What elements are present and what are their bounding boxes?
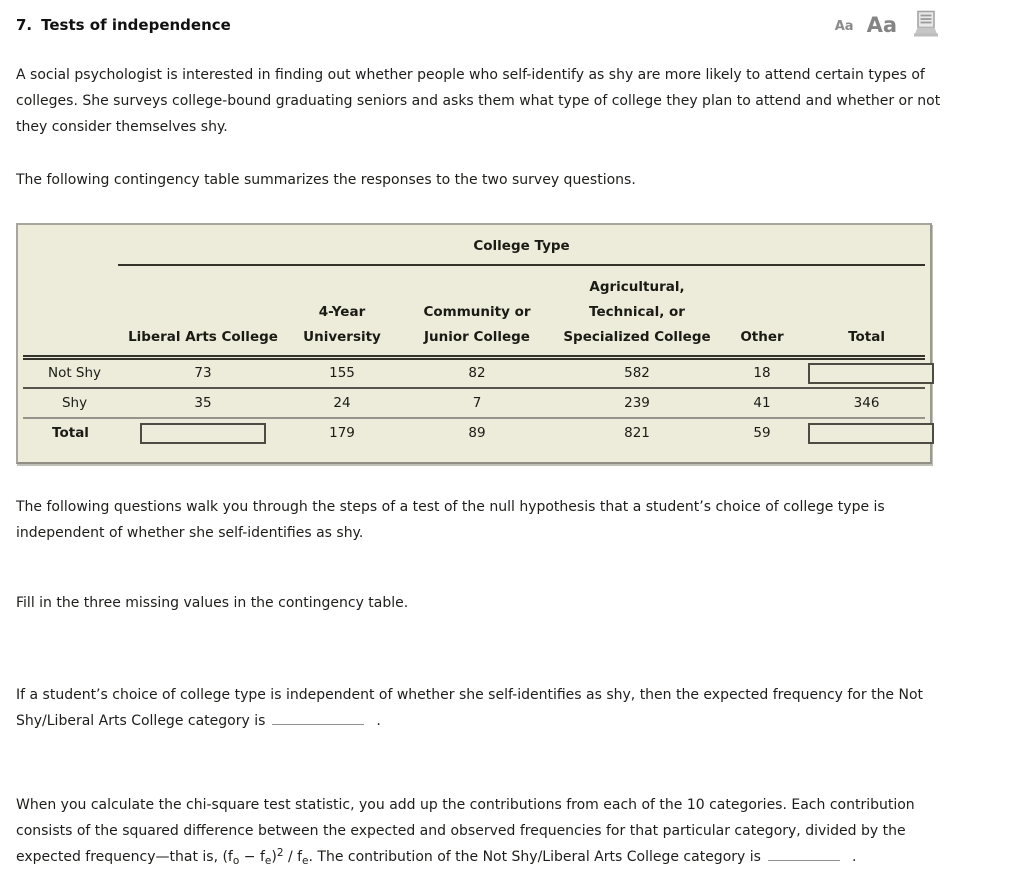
table-row-shy: Shy 35 24 7 239 41 346	[23, 387, 926, 419]
font-size-small-button[interactable]: Aa	[834, 19, 854, 34]
print-icon[interactable]	[910, 10, 941, 37]
fill-in-instruction: Fill in the three missing values in the …	[16, 594, 409, 611]
chi-square-period: .	[851, 848, 857, 865]
formula-sub-e2: e	[302, 854, 309, 867]
formula-close-paren: )	[271, 848, 277, 865]
column-header-liberal-arts: Liberal Arts College	[118, 265, 288, 360]
toolbar: Aa Aa	[835, 10, 941, 37]
answer-blank-contribution[interactable]	[767, 846, 840, 861]
cell-total-other: 59	[753, 425, 771, 441]
cell-shy-four-year: 24	[288, 387, 396, 419]
chi-square-text-after-formula: . The contribution of the Not Shy/Libera…	[308, 848, 761, 865]
formula-sub-e1: e	[264, 854, 272, 867]
expected-frequency-period: .	[376, 712, 381, 729]
cell-total-four-year: 179	[329, 425, 355, 441]
cell-notshy-other: 18	[716, 357, 808, 389]
column-header-other: Other	[716, 265, 808, 360]
intro-paragraph: A social psychologist is interested in f…	[16, 67, 941, 135]
answer-blank-expected-frequency[interactable]	[272, 710, 365, 725]
formula-exponent: 2	[276, 846, 284, 859]
formula-minus-f: − f	[239, 848, 265, 865]
formula-sub-o: o	[232, 854, 240, 867]
cell-total-agricultural: 821	[624, 425, 650, 441]
missing-value-input-total-liberal[interactable]	[140, 422, 266, 444]
chi-square-text-before-formula: When you calculate the chi-square test s…	[16, 796, 915, 865]
row-label-total: Total	[52, 425, 89, 441]
cell-shy-community: 7	[396, 387, 558, 419]
question-title: Tests of independence	[41, 16, 231, 34]
formula-divide-f: / f	[283, 848, 303, 865]
table-row-total: Total 179 89 821 59	[23, 418, 934, 448]
walkthrough-paragraph: The following questions walk you through…	[16, 498, 885, 541]
missing-value-input-total-total[interactable]	[808, 422, 934, 444]
question-number: 7.	[16, 16, 33, 34]
cell-total-total	[808, 418, 934, 448]
cell-notshy-total	[808, 357, 934, 389]
expected-frequency-question: If a student’s choice of college type is…	[16, 682, 964, 734]
page-title: 7. Tests of independence	[16, 14, 1008, 36]
column-header-four-year: 4-Year University	[288, 265, 396, 360]
table-row-not-shy: Not Shy 73 155 82 582 18	[23, 357, 934, 389]
cell-notshy-agricultural: 582	[558, 357, 716, 389]
cell-shy-liberal: 35	[118, 387, 288, 419]
column-header-community: Community or Junior College	[396, 265, 558, 360]
cell-shy-total: 346	[808, 387, 926, 419]
row-label-shy: Shy	[23, 387, 118, 419]
contingency-table: College Type Liberal Arts College 4-Year…	[16, 223, 934, 464]
college-type-group-header: College Type	[118, 231, 926, 266]
table-intro-paragraph: The following contingency table summariz…	[16, 172, 636, 188]
font-size-large-button[interactable]: Aa	[866, 13, 897, 37]
cell-notshy-four-year: 155	[288, 357, 396, 389]
cell-shy-agricultural: 239	[558, 387, 716, 419]
column-header-total: Total	[808, 265, 926, 360]
cell-total-liberal	[118, 418, 288, 448]
row-label-not-shy: Not Shy	[23, 357, 118, 389]
cell-shy-other: 41	[716, 387, 808, 419]
missing-value-input-notshy-total[interactable]	[808, 362, 934, 384]
cell-notshy-liberal: 73	[118, 357, 288, 389]
cell-total-community: 89	[468, 425, 486, 441]
expected-frequency-text: If a student’s choice of college type is…	[16, 686, 924, 729]
chi-square-question: When you calculate the chi-square test s…	[16, 792, 964, 870]
column-header-agricultural: Agricultural, Technical, or Specialized Co…	[558, 265, 716, 360]
cell-notshy-community: 82	[396, 357, 558, 389]
